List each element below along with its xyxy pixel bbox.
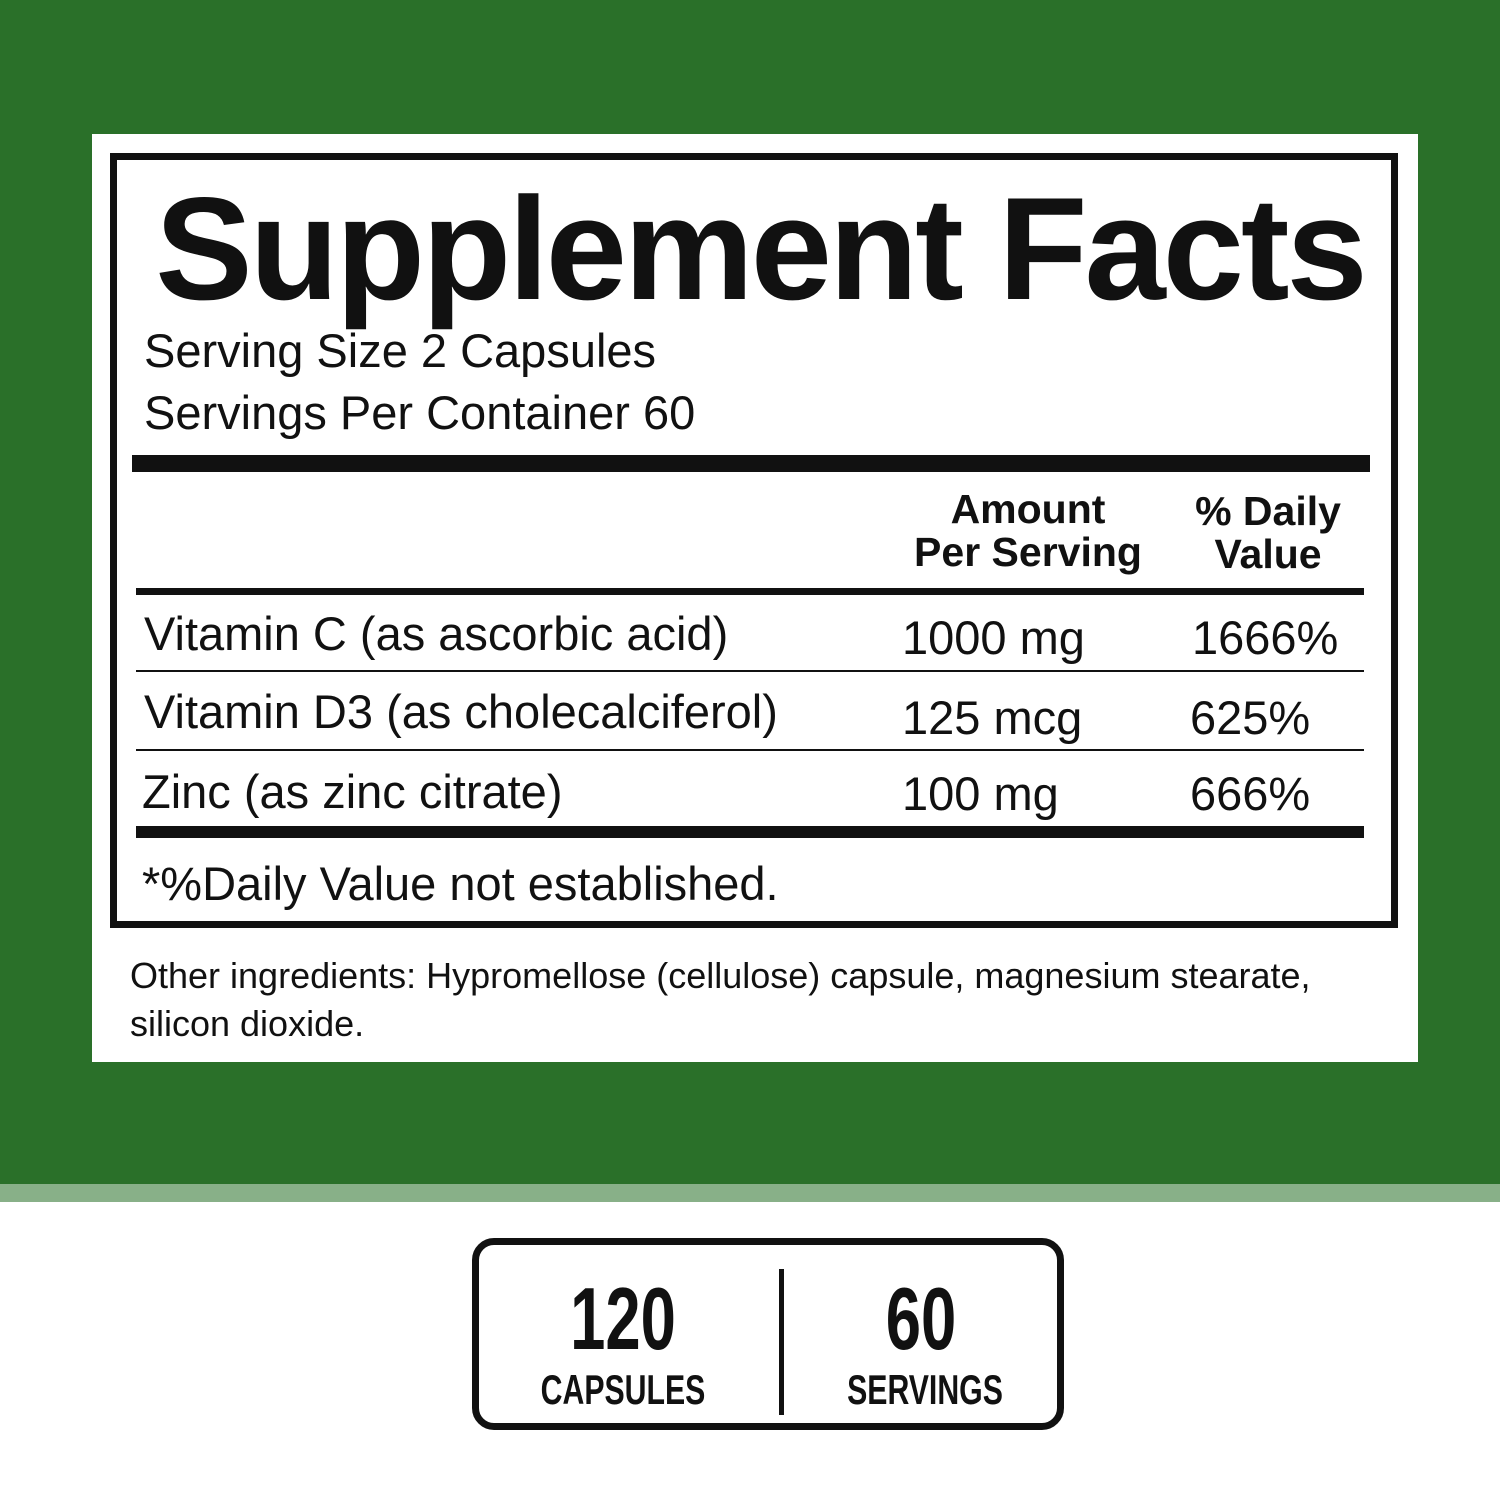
row-dv: 1666%: [1192, 611, 1339, 664]
servings-per-container: Servings Per Container 60: [144, 386, 696, 439]
capsules-label: CAPSULES: [540, 1366, 706, 1413]
header-amount-line1: Amount: [950, 486, 1106, 532]
row-name: Vitamin C (as ascorbic acid): [144, 607, 729, 660]
row-amount: 100 mg: [902, 767, 1059, 820]
header-dv-line2: Value: [1214, 531, 1322, 577]
serving-size: Serving Size 2 Capsules: [144, 324, 657, 377]
row-divider: [136, 670, 1364, 672]
header-daily-value: % Daily Value: [1178, 490, 1358, 576]
capsules-count: 120: [570, 1269, 676, 1368]
row-amount: 1000 mg: [902, 611, 1085, 664]
header-divider: [136, 588, 1364, 595]
facts-panel: Supplement Facts: [110, 153, 1398, 928]
count-summary-box: 120 CAPSULES 60 SERVINGS: [472, 1238, 1064, 1430]
row-name: Zinc (as zinc citrate): [142, 765, 563, 818]
row-name: Vitamin D3 (as cholecalciferol): [144, 685, 778, 738]
summary-divider: [779, 1269, 784, 1415]
servings-count: 60: [885, 1269, 957, 1368]
row-dv: 625%: [1190, 691, 1311, 744]
header-amount-line2: Per Serving: [914, 529, 1142, 575]
servings-label: SERVINGS: [847, 1366, 1003, 1413]
other-ingredients: Other ingredients: Hypromellose (cellulo…: [130, 955, 1311, 1044]
footnote: *%Daily Value not established.: [142, 857, 779, 910]
row-amount: 125 mcg: [902, 691, 1083, 744]
row-dv: 666%: [1190, 767, 1311, 820]
facts-title: Supplement Facts: [155, 167, 1367, 330]
row-divider: [136, 749, 1364, 751]
bottom-divider: [136, 826, 1364, 838]
accent-strip: [0, 1184, 1500, 1202]
header-amount: Amount Per Serving: [888, 488, 1168, 574]
supplement-facts-card: Supplement Facts Serving Size 2 Capsules…: [92, 134, 1418, 1062]
header-dv-line1: % Daily: [1195, 488, 1341, 534]
thick-divider: [132, 455, 1370, 472]
